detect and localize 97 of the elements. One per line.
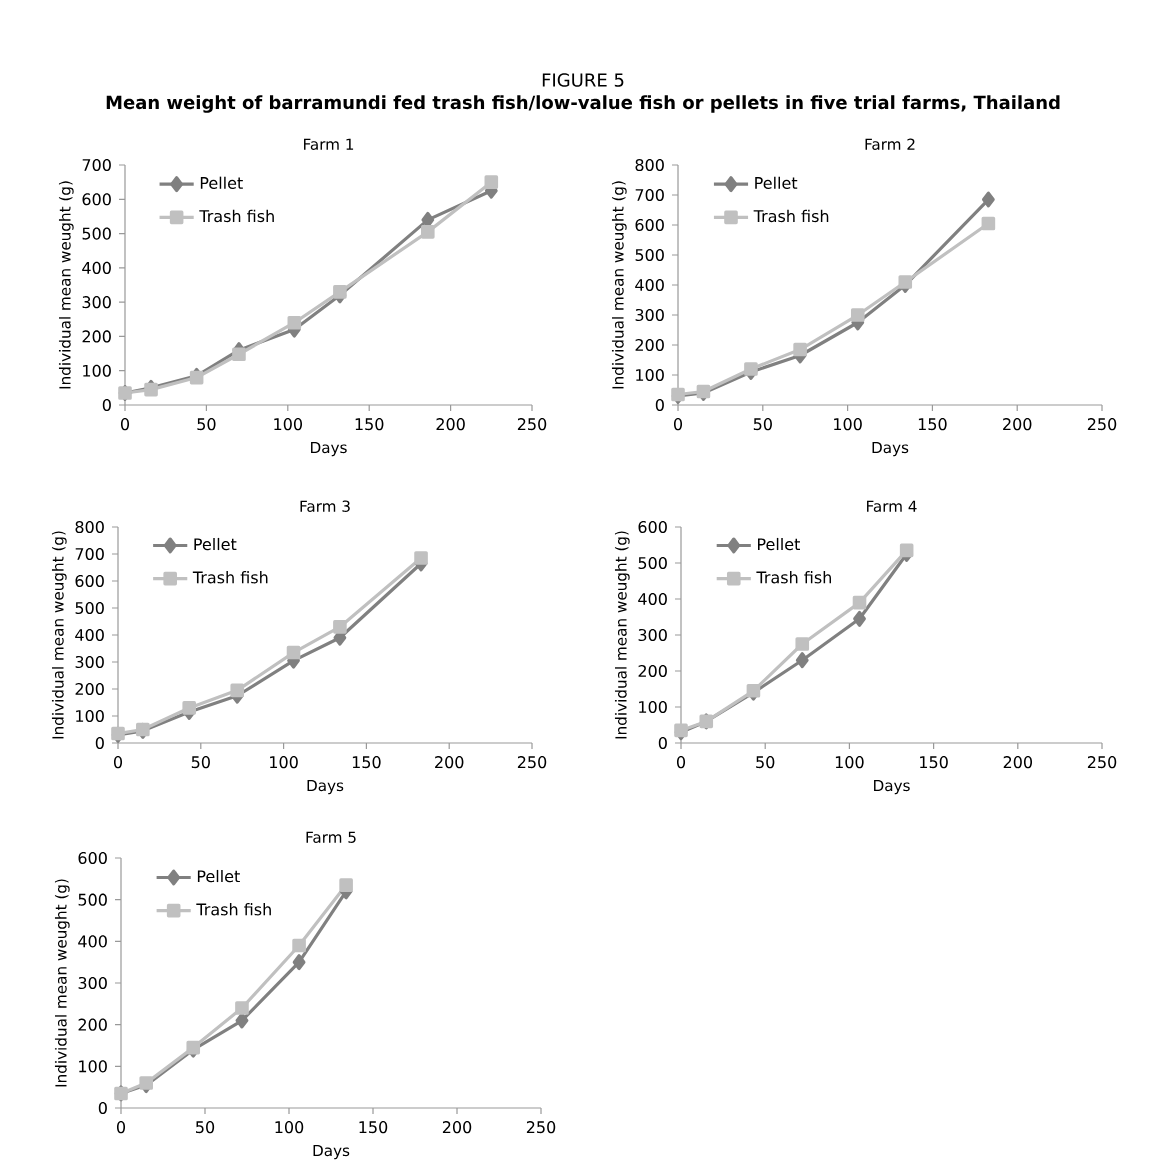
legend-label: Pellet [755,176,798,189]
y-tick-label: 200 [78,1018,107,1031]
y-tick-label: 300 [82,296,111,309]
y-tick-label: 300 [638,628,667,642]
y-tick-label: 0 [102,398,111,412]
y-tick-label: 200 [82,330,111,343]
legend-label: Trash fish [199,209,274,223]
y-axis-title: Individual mean weught (g) [614,531,630,739]
y-axis-title: Individual mean weught (g) [51,531,67,739]
legend-label: Trash fish [753,209,829,223]
y-axis-title: Individual mean weught (g) [58,181,74,389]
y-tick-label: 200 [635,338,664,352]
legend-label: Trash fish [196,903,271,916]
x-tick-label: 250 [1087,756,1117,769]
y-tick-label: 0 [95,736,104,750]
x-tick-label: 250 [526,1121,556,1134]
x-tick-label: 250 [517,418,547,431]
legend-label: Trash fish [756,571,831,584]
x-tick-label: 100 [270,756,298,769]
y-tick-label: 100 [639,700,667,714]
y-tick-label: 100 [76,709,104,723]
y-tick-label: 200 [75,682,104,696]
x-tick-label: 200 [1003,756,1033,769]
x-axis-title: Days [874,779,910,795]
y-tick-label: 300 [78,976,107,990]
y-tick-label: 200 [638,664,667,678]
x-tick-label: 150 [359,1121,388,1134]
y-tick-label: 600 [78,851,107,865]
chart-title: Farm 4 [867,500,917,512]
x-tick-label: 200 [442,1121,472,1134]
legend-label: Pellet [194,537,237,551]
x-tick-label: 50 [753,418,772,431]
x-tick-label: 0 [676,756,686,769]
x-tick-label: 200 [436,418,465,431]
legend-label: Pellet [197,869,240,883]
y-tick-label: 400 [75,628,104,642]
x-tick-label: 100 [834,418,862,431]
x-tick-label: 200 [435,756,464,769]
x-tick-label: 50 [196,1121,215,1134]
x-tick-label: 0 [120,418,130,431]
y-tick-label: 600 [638,520,667,534]
legend-label: Trash fish [192,571,268,584]
y-tick-label: 600 [635,218,664,232]
x-tick-label: 150 [355,418,384,431]
text: Mean weight of barramundi fed trash fish/low-value fish or pellets in five trial farms, Thailand [106,95,1060,113]
y-tick-label: 0 [655,398,664,412]
x-tick-label: 50 [191,756,210,769]
x-tick-label: 250 [1087,418,1117,431]
y-tick-label: 0 [98,1101,107,1115]
y-tick-label: 800 [635,158,664,172]
y-tick-label: 700 [635,188,664,202]
x-axis-title: Days [313,1144,350,1160]
y-tick-label: 400 [635,278,664,292]
y-tick-label: 700 [75,547,104,561]
text: FIGURE 5 [542,73,624,87]
y-tick-label: 100 [636,368,664,382]
x-axis-title: Days [307,779,344,795]
y-tick-label: 400 [638,592,667,606]
x-tick-label: 0 [116,1121,126,1134]
x-tick-label: 50 [197,418,216,431]
y-tick-label: 300 [75,655,104,669]
y-axis-title: Individual mean weught (g) [611,181,627,389]
y-tick-label: 600 [82,193,111,206]
y-tick-label: 100 [79,1060,107,1073]
y-tick-label: 800 [75,520,104,534]
y-tick-label: 500 [82,227,111,240]
chart-title: Farm 1 [304,138,354,150]
y-tick-label: 500 [638,556,667,570]
x-tick-label: 0 [673,418,683,431]
y-tick-label: 400 [78,935,107,948]
x-tick-label: 100 [275,1121,304,1134]
y-tick-label: 100 [83,364,111,377]
y-tick-label: 500 [635,248,664,262]
x-tick-label: 150 [920,756,948,769]
legend-label: Pellet [758,537,800,551]
x-tick-label: 50 [756,756,775,769]
y-axis-title: Individual mean weught (g) [54,879,70,1087]
legend-label: Pellet [200,176,243,189]
x-tick-label: 250 [517,756,547,769]
y-tick-label: 0 [658,736,667,750]
chart-title: Farm 2 [865,138,915,150]
x-tick-label: 0 [113,756,123,769]
y-tick-label: 700 [82,158,111,172]
x-tick-label: 150 [352,756,381,769]
chart-title: Farm 5 [306,831,356,843]
x-tick-label: 200 [1003,418,1032,431]
x-axis-title: Days [311,441,347,457]
x-tick-label: 100 [835,756,864,769]
y-tick-label: 500 [75,601,104,615]
x-axis-title: Days [872,441,909,457]
y-tick-label: 400 [82,261,111,274]
x-tick-label: 150 [918,418,947,431]
y-tick-label: 500 [78,893,107,906]
chart-title: Farm 3 [300,500,350,512]
y-tick-label: 300 [635,308,664,322]
x-tick-label: 100 [274,418,303,431]
y-tick-label: 600 [75,574,104,588]
